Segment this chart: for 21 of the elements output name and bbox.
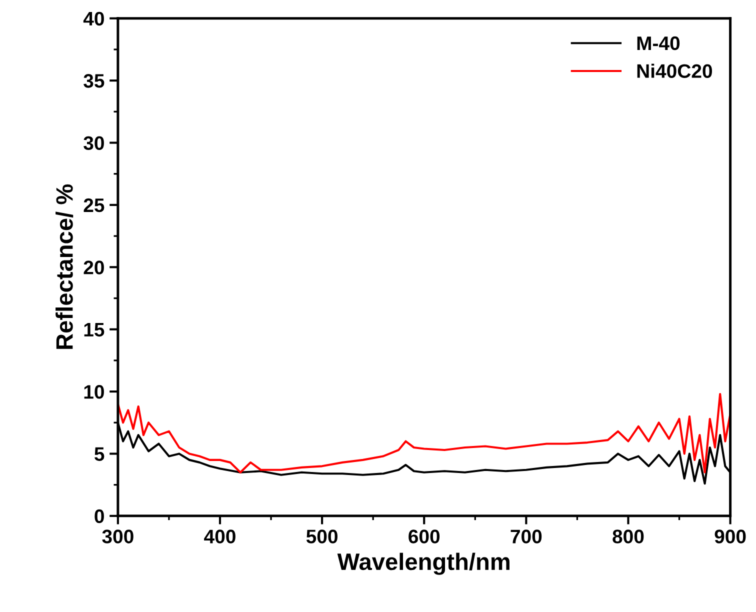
y-axis-title: Reflectance/ % [56, 184, 74, 349]
x-tick-label: 800 [612, 530, 644, 544]
x-tick-label: 700 [510, 530, 542, 544]
x-tick-label: 900 [714, 530, 746, 544]
y-tick-label: 10 [84, 384, 104, 399]
x-tick-label: 300 [102, 530, 134, 544]
x-axis-title: Wavelength/nm [337, 552, 510, 575]
y-tick-label: 15 [84, 323, 104, 337]
line-series [118, 392, 730, 474]
y-tick-label: 35 [84, 74, 104, 88]
x-tick-label: 600 [408, 530, 440, 544]
y-tick-label: 30 [84, 136, 104, 150]
y-tick-label: 0 [94, 509, 104, 524]
x-tick-label: 400 [204, 530, 236, 544]
y-tick-label: 40 [83, 12, 104, 26]
y-tick-label: 25 [84, 198, 104, 212]
legend-label: M-40 [637, 36, 680, 50]
y-tick-label: 20 [84, 260, 104, 274]
x-tick-label: 500 [306, 530, 338, 544]
legend-label: Ni40C20 [637, 64, 712, 78]
y-tick-label: 5 [94, 447, 104, 461]
